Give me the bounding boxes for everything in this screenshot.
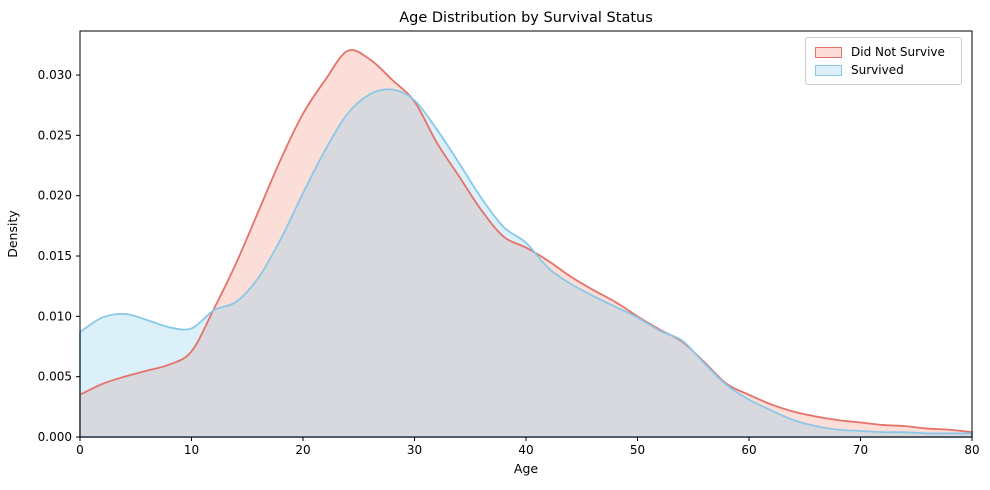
chart-title: Age Distribution by Survival Status [399, 10, 653, 26]
x-tick-label: 30 [407, 443, 422, 457]
legend-label-did-not-survive: Did Not Survive [851, 45, 945, 59]
x-tick-label: 60 [741, 443, 756, 457]
y-tick-label: 0.030 [38, 68, 72, 82]
x-tick-label: 0 [76, 443, 84, 457]
x-axis-label: Age [514, 461, 538, 476]
legend-label-survived: Survived [851, 63, 904, 77]
y-tick-label: 0.015 [38, 249, 72, 263]
y-tick-label: 0.000 [38, 430, 72, 444]
axis-layer: 0 10 20 30 40 50 60 70 80 0.000 0.005 0.010 0.015 0.0… [38, 68, 980, 457]
legend: Did Not Survive Survived [805, 37, 962, 85]
kde-line-did-not-survive [79, 49, 973, 438]
y-axis-label: Density [5, 210, 20, 258]
x-tick-label: 20 [295, 443, 310, 457]
y-tick-label: 0.025 [38, 128, 72, 142]
y-tick-label: 0.005 [38, 370, 72, 384]
x-tick-label: 80 [964, 443, 979, 457]
kde-line-survived [79, 88, 973, 438]
x-tick-label: 10 [184, 443, 199, 457]
legend-swatch-survived-icon [815, 65, 842, 76]
axes-frame [79, 30, 973, 438]
kde-fill-survived [80, 89, 972, 437]
y-tick-label: 0.020 [38, 189, 72, 203]
y-tick-label: 0.010 [38, 309, 72, 323]
x-tick-label: 50 [630, 443, 645, 457]
kde-fill-did-not-survive [80, 50, 972, 437]
x-tick-label: 40 [518, 443, 533, 457]
x-tick-label: 70 [853, 443, 868, 457]
kde-series-layer [79, 49, 973, 438]
legend-swatch-did-not-survive-icon [815, 47, 842, 58]
legend-item-did-not-survive: Did Not Survive [815, 44, 952, 61]
legend-item-survived: Survived [815, 62, 952, 79]
